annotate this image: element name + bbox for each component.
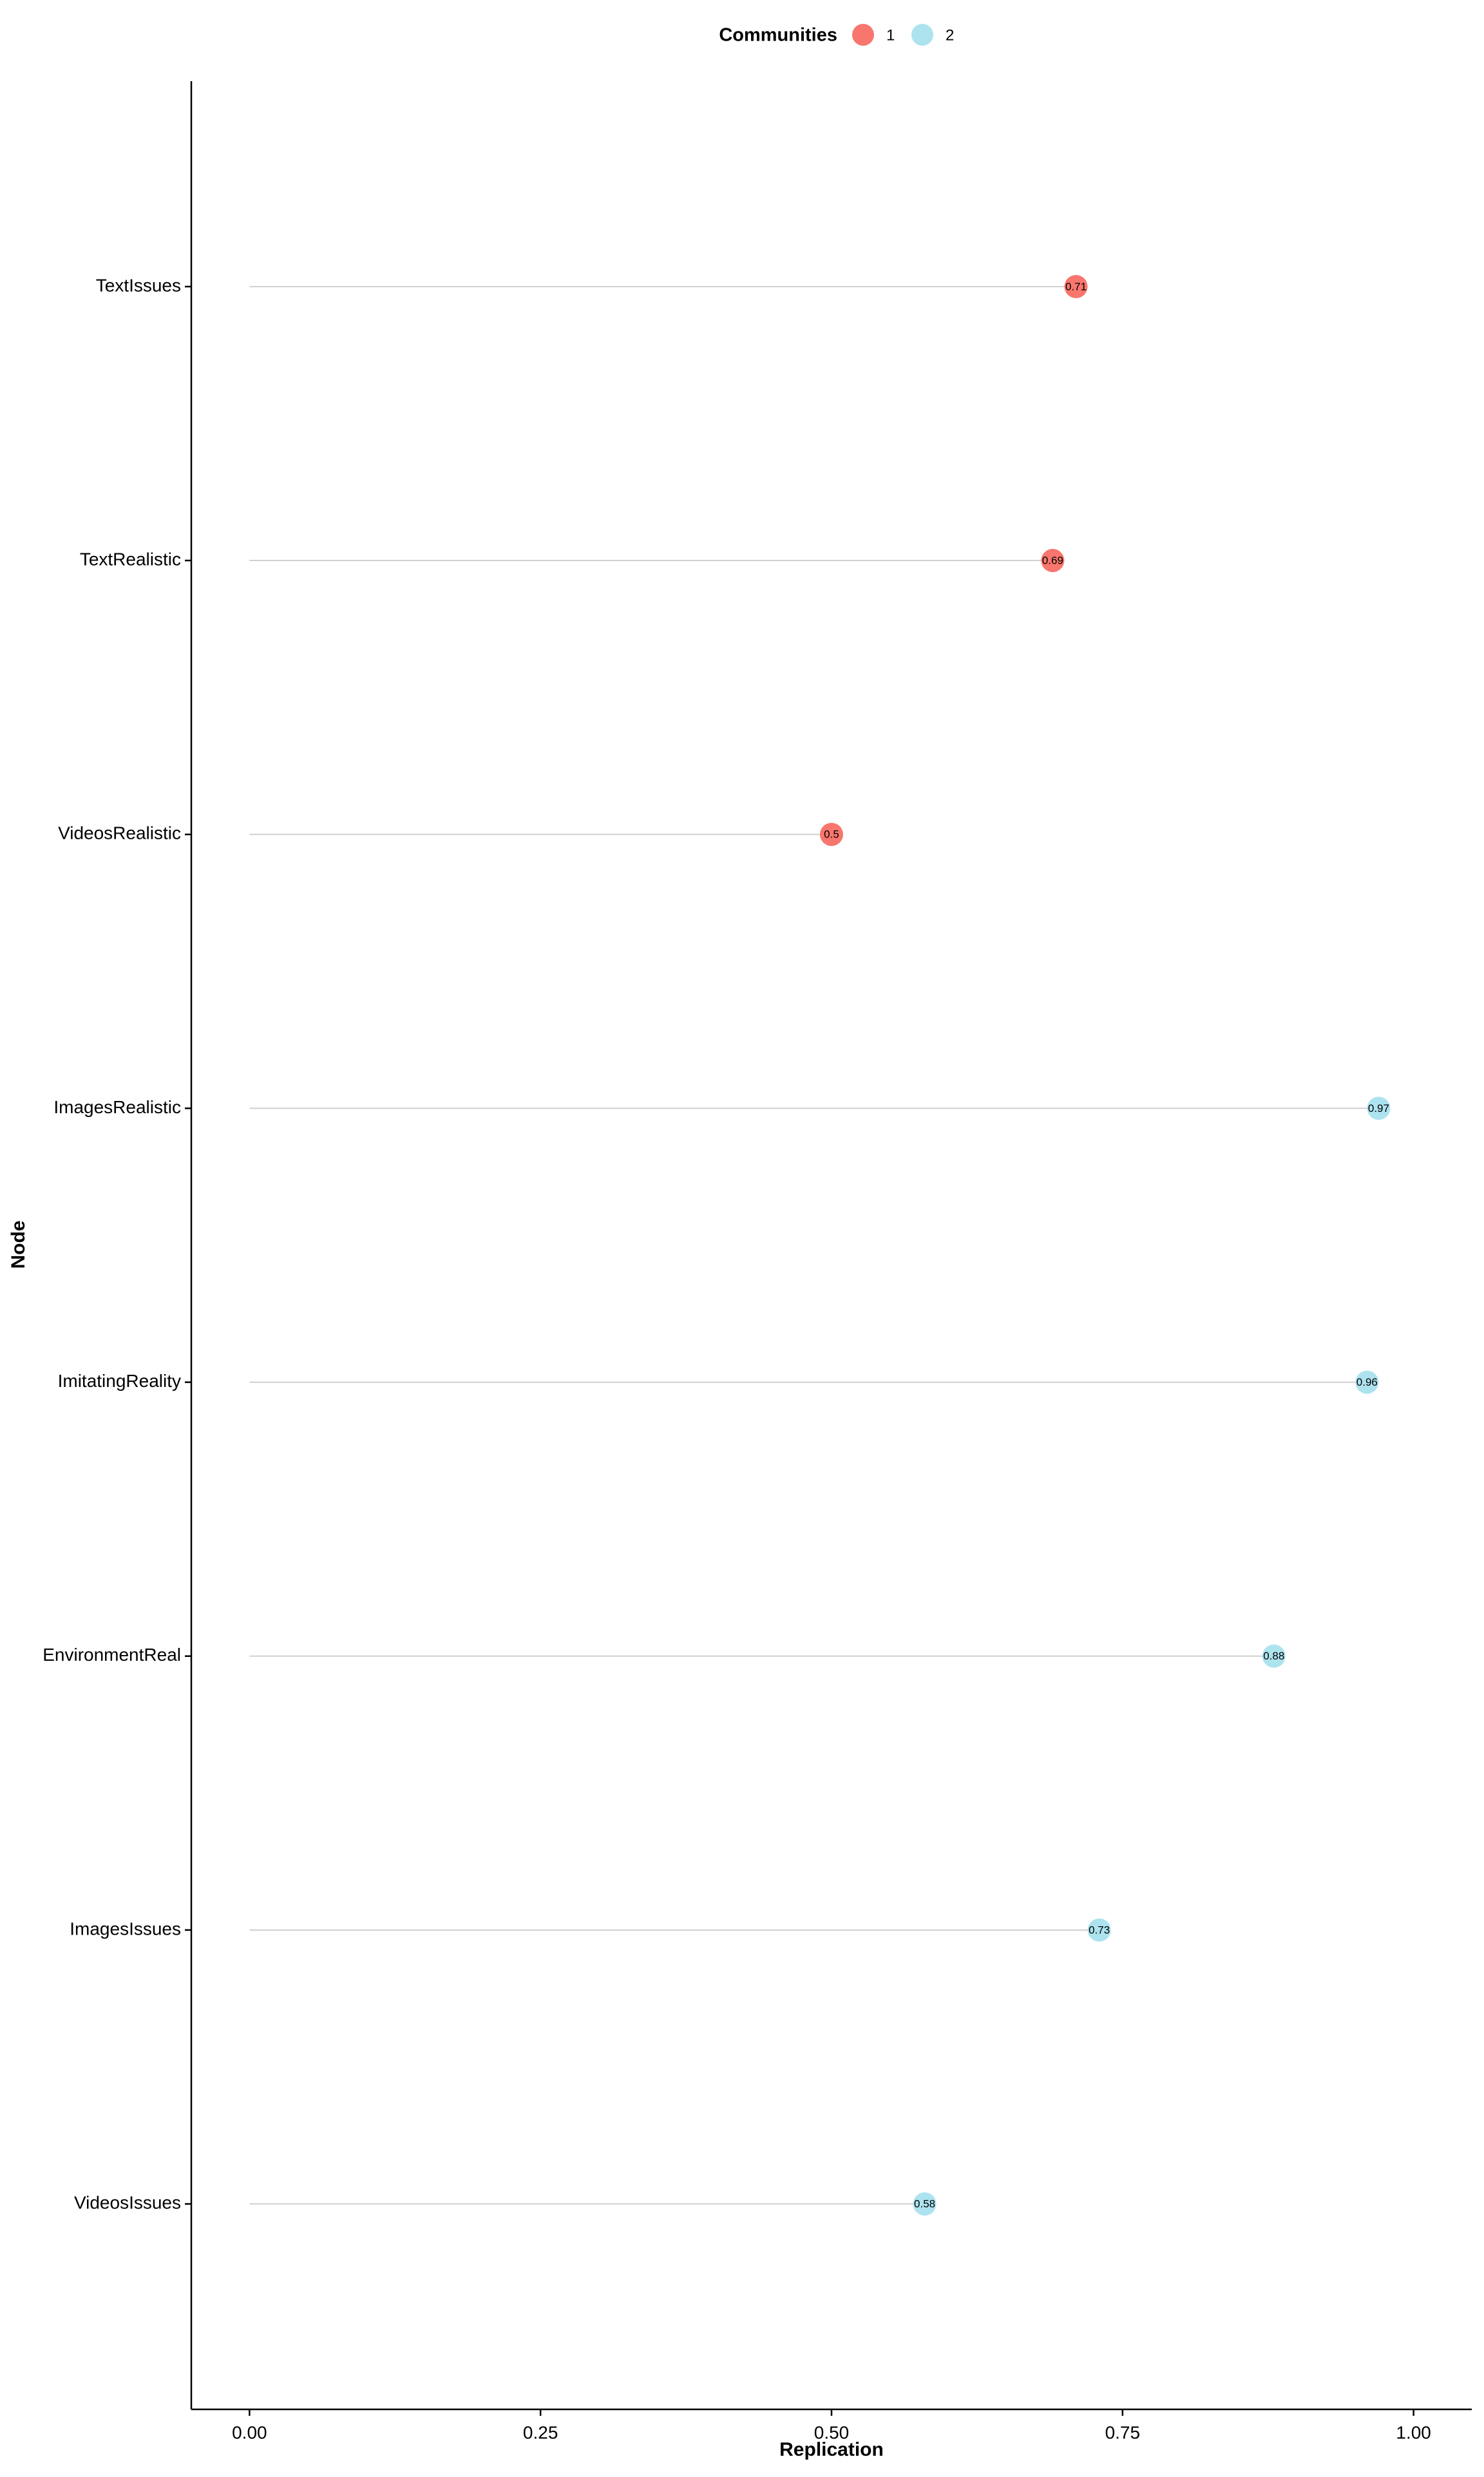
lollipop-point xyxy=(1041,549,1065,573)
y-tick-label: ImagesRealistic xyxy=(53,1097,181,1117)
legend-key-1 xyxy=(852,24,874,46)
lollipop-VideosIssues: 0.58 xyxy=(249,2192,937,2216)
lollipop-point xyxy=(1262,1644,1286,1668)
data-label: 0.96 xyxy=(1356,1376,1378,1388)
y-tick-label: ImitatingReality xyxy=(58,1371,181,1391)
lollipop-ImagesRealistic: 0.97 xyxy=(249,1096,1391,1120)
data-label: 0.69 xyxy=(1042,555,1063,567)
legend-label-2: 2 xyxy=(946,26,954,44)
y-ticks: TextIssues TextRealistic VideosRealistic Im… xyxy=(43,275,191,2213)
lollipop-TextIssues: 0.71 xyxy=(249,274,1088,298)
data-label: 0.73 xyxy=(1089,1924,1110,1936)
legend-key-2 xyxy=(911,24,933,46)
y-tick-label: ImagesIssues xyxy=(70,1918,181,1938)
lollipop-ImagesIssues: 0.73 xyxy=(249,1918,1111,1942)
y-tick-label: VideosRealistic xyxy=(58,823,181,843)
x-tick-label: 1.00 xyxy=(1396,2422,1431,2442)
x-tick-label: 0.25 xyxy=(523,2422,558,2442)
y-tick-label: TextRealistic xyxy=(80,549,181,569)
y-tick-label: TextIssues xyxy=(96,275,181,295)
x-tick-label: 0.75 xyxy=(1105,2422,1141,2442)
lollipop-TextRealistic: 0.69 xyxy=(249,549,1065,573)
legend-label-1: 1 xyxy=(886,26,895,44)
lollipop-point xyxy=(1087,1918,1111,1942)
y-axis-title: Node xyxy=(8,1221,29,1269)
lollipop-point xyxy=(1355,1370,1379,1394)
lollipop-VideosRealistic: 0.5 xyxy=(249,823,843,846)
data-label: 0.88 xyxy=(1263,1650,1284,1662)
legend: Communities 1 2 xyxy=(719,24,954,46)
data-label: 0.71 xyxy=(1065,280,1087,292)
legend-title: Communities xyxy=(719,25,837,46)
lollipops: 0.71 0.69 0.5 0.97 0.96 0.88 0.73 0.58 xyxy=(249,274,1391,2216)
data-label: 0.58 xyxy=(914,2198,935,2210)
lollipop-point xyxy=(820,823,843,846)
y-tick-label: VideosIssues xyxy=(74,2193,181,2213)
y-tick-label: EnvironmentReal xyxy=(43,1645,181,1665)
lollipop-ImitatingReality: 0.96 xyxy=(249,1370,1379,1394)
data-label: 0.5 xyxy=(824,828,839,841)
data-label: 0.97 xyxy=(1368,1102,1389,1114)
lollipop-point xyxy=(1064,274,1088,298)
axes: TextIssues TextRealistic VideosRealistic Im… xyxy=(8,81,1472,2460)
x-ticks: 0.00 0.25 0.50 0.75 1.00 xyxy=(232,2409,1431,2442)
x-tick-label: 0.50 xyxy=(814,2422,850,2442)
x-axis-title: Replication xyxy=(779,2439,884,2460)
lollipop-point xyxy=(913,2192,937,2216)
x-tick-label: 0.00 xyxy=(232,2422,267,2442)
lollipop-point xyxy=(1367,1096,1391,1120)
lollipop-EnvironmentReal: 0.88 xyxy=(249,1644,1286,1668)
